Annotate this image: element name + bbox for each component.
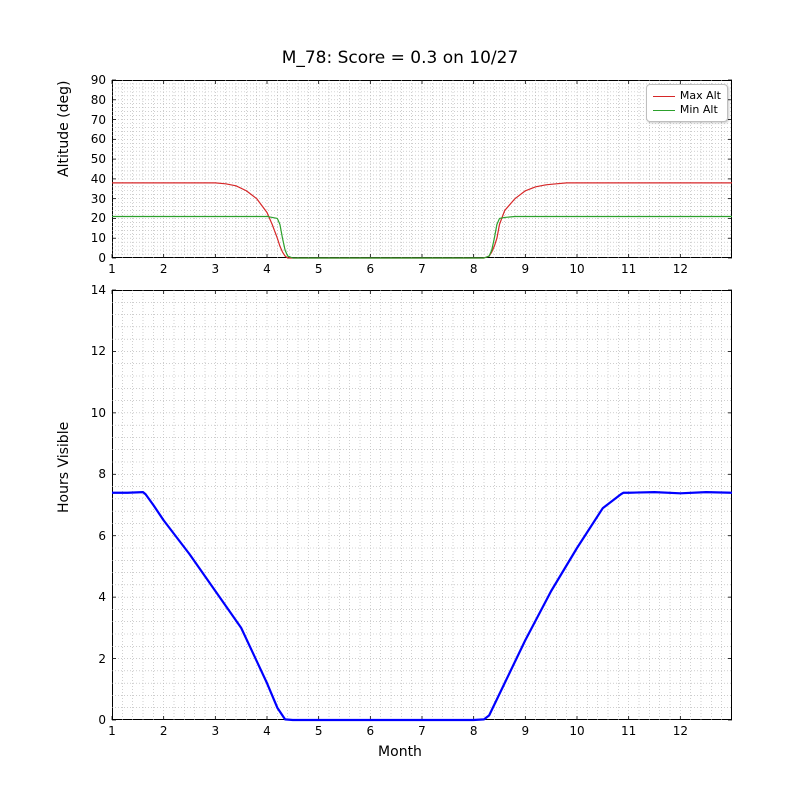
xtick-label: 12 xyxy=(673,262,688,276)
figure: M_78: Score = 0.3 on 10/27 Altitude (deg… xyxy=(0,0,800,800)
xtick-label: 10 xyxy=(569,262,584,276)
xtick-label: 6 xyxy=(367,262,375,276)
ytick-label: 40 xyxy=(91,172,110,186)
xtick-label: 7 xyxy=(418,724,426,738)
xtick-label: 7 xyxy=(418,262,426,276)
chart-title: M_78: Score = 0.3 on 10/27 xyxy=(0,48,800,68)
ytick-label: 80 xyxy=(91,93,110,107)
legend-item: Max Alt xyxy=(653,89,721,103)
altitude-ylabel: Altitude (deg) xyxy=(56,157,72,177)
hours-plot-svg xyxy=(112,290,732,720)
xtick-label: 3 xyxy=(212,262,220,276)
xtick-label: 1 xyxy=(108,724,116,738)
hours-ylabel: Hours Visible xyxy=(56,493,72,513)
legend: Max AltMin Alt xyxy=(646,84,728,122)
altitude-plot-svg xyxy=(112,80,732,258)
xtick-label: 5 xyxy=(315,724,323,738)
xlabel: Month xyxy=(0,744,800,760)
legend-label: Max Alt xyxy=(680,89,721,103)
ytick-label: 90 xyxy=(91,73,110,87)
legend-label: Min Alt xyxy=(680,103,718,117)
legend-swatch xyxy=(653,96,675,97)
ytick-label: 10 xyxy=(91,406,110,420)
xtick-label: 12 xyxy=(673,724,688,738)
xtick-label: 5 xyxy=(315,262,323,276)
xtick-label: 1 xyxy=(108,262,116,276)
xtick-label: 2 xyxy=(160,724,168,738)
legend-swatch xyxy=(653,110,675,111)
xtick-label: 8 xyxy=(470,262,478,276)
ytick-label: 12 xyxy=(91,344,110,358)
ytick-label: 20 xyxy=(91,211,110,225)
xtick-label: 11 xyxy=(621,262,636,276)
xtick-label: 4 xyxy=(263,724,271,738)
ytick-label: 10 xyxy=(91,231,110,245)
ytick-label: 4 xyxy=(98,590,110,604)
xtick-label: 8 xyxy=(470,724,478,738)
xtick-label: 11 xyxy=(621,724,636,738)
xtick-label: 6 xyxy=(367,724,375,738)
ytick-label: 70 xyxy=(91,113,110,127)
xtick-label: 9 xyxy=(522,262,530,276)
legend-item: Min Alt xyxy=(653,103,721,117)
ytick-label: 14 xyxy=(91,283,110,297)
series-hours-visible xyxy=(112,492,732,720)
ytick-label: 6 xyxy=(98,529,110,543)
ytick-label: 60 xyxy=(91,132,110,146)
ytick-label: 2 xyxy=(98,652,110,666)
xtick-label: 9 xyxy=(522,724,530,738)
xtick-label: 10 xyxy=(569,724,584,738)
xtick-label: 2 xyxy=(160,262,168,276)
xtick-label: 3 xyxy=(212,724,220,738)
xtick-label: 4 xyxy=(263,262,271,276)
ytick-label: 50 xyxy=(91,152,110,166)
ytick-label: 8 xyxy=(98,467,110,481)
ytick-label: 30 xyxy=(91,192,110,206)
